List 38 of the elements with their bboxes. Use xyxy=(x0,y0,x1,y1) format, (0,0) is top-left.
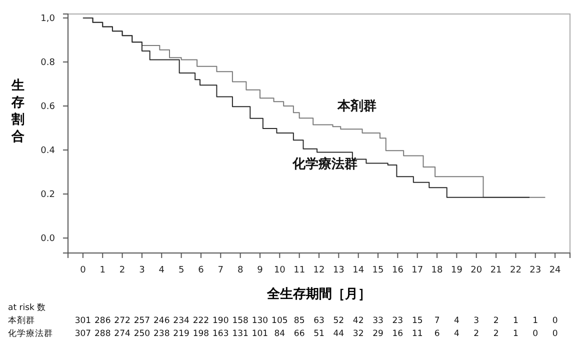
x-tick-label: 0 xyxy=(80,265,86,276)
x-tick-label: 13 xyxy=(332,265,344,276)
x-tick-label: 5 xyxy=(178,265,184,276)
x-tick-label: 17 xyxy=(412,265,424,276)
y-axis-title: 生存割合 xyxy=(10,78,24,144)
y-tick-label: 1,0 xyxy=(40,14,56,24)
x-tick-label: 4 xyxy=(158,265,165,276)
x-tick-label: 7 xyxy=(218,265,224,276)
x-tick-label: 1 xyxy=(100,265,106,276)
y-tick-label: 0.2 xyxy=(40,190,55,200)
x-tick-label: 14 xyxy=(352,265,364,276)
x-tick-label: 3 xyxy=(139,265,145,276)
series-label: 本剤群 xyxy=(336,98,376,114)
text: 本剤群 301 286 272 257 246 234 222 190 158 130 105 85 63 52 42 33 23 15 7 4 3 2 1 1 0 xyxy=(8,316,558,326)
y-tick-label: 0.6 xyxy=(40,102,56,112)
x-tick-label: 10 xyxy=(274,265,286,276)
x-tick-label: 19 xyxy=(450,265,463,276)
y-tick-label: 0.4 xyxy=(40,146,56,156)
series-label: 化学療法群 xyxy=(292,156,358,172)
x-tick-label: 15 xyxy=(372,265,384,276)
x-tick-label: 9 xyxy=(257,265,264,276)
x-tick-label: 18 xyxy=(431,265,444,276)
x-axis-title: 全生存期間［月］ xyxy=(266,287,371,302)
x-tick-label: 12 xyxy=(313,265,325,276)
x-tick-label: 21 xyxy=(490,265,502,276)
y-tick-label: 0.8 xyxy=(40,58,56,68)
x-tick-label: 8 xyxy=(237,265,244,276)
x-tick-label: 23 xyxy=(530,265,542,276)
x-tick-label: 22 xyxy=(510,265,522,276)
x-tick-label: 6 xyxy=(198,265,204,276)
x-tick-label: 11 xyxy=(294,265,306,276)
x-tick-label: 20 xyxy=(470,265,482,276)
y-tick-label: 0.0 xyxy=(40,234,56,244)
x-tick-label: 2 xyxy=(119,265,126,276)
text: 化学療法群 307 288 274 250 238 219 198 163 131 101 84 66 51 44 32 29 16 11 6 4 2 2 1 0 0 xyxy=(8,329,558,339)
text: at risk 数 xyxy=(8,302,46,313)
x-tick-label: 24 xyxy=(549,265,562,276)
x-tick-label: 16 xyxy=(392,265,404,276)
